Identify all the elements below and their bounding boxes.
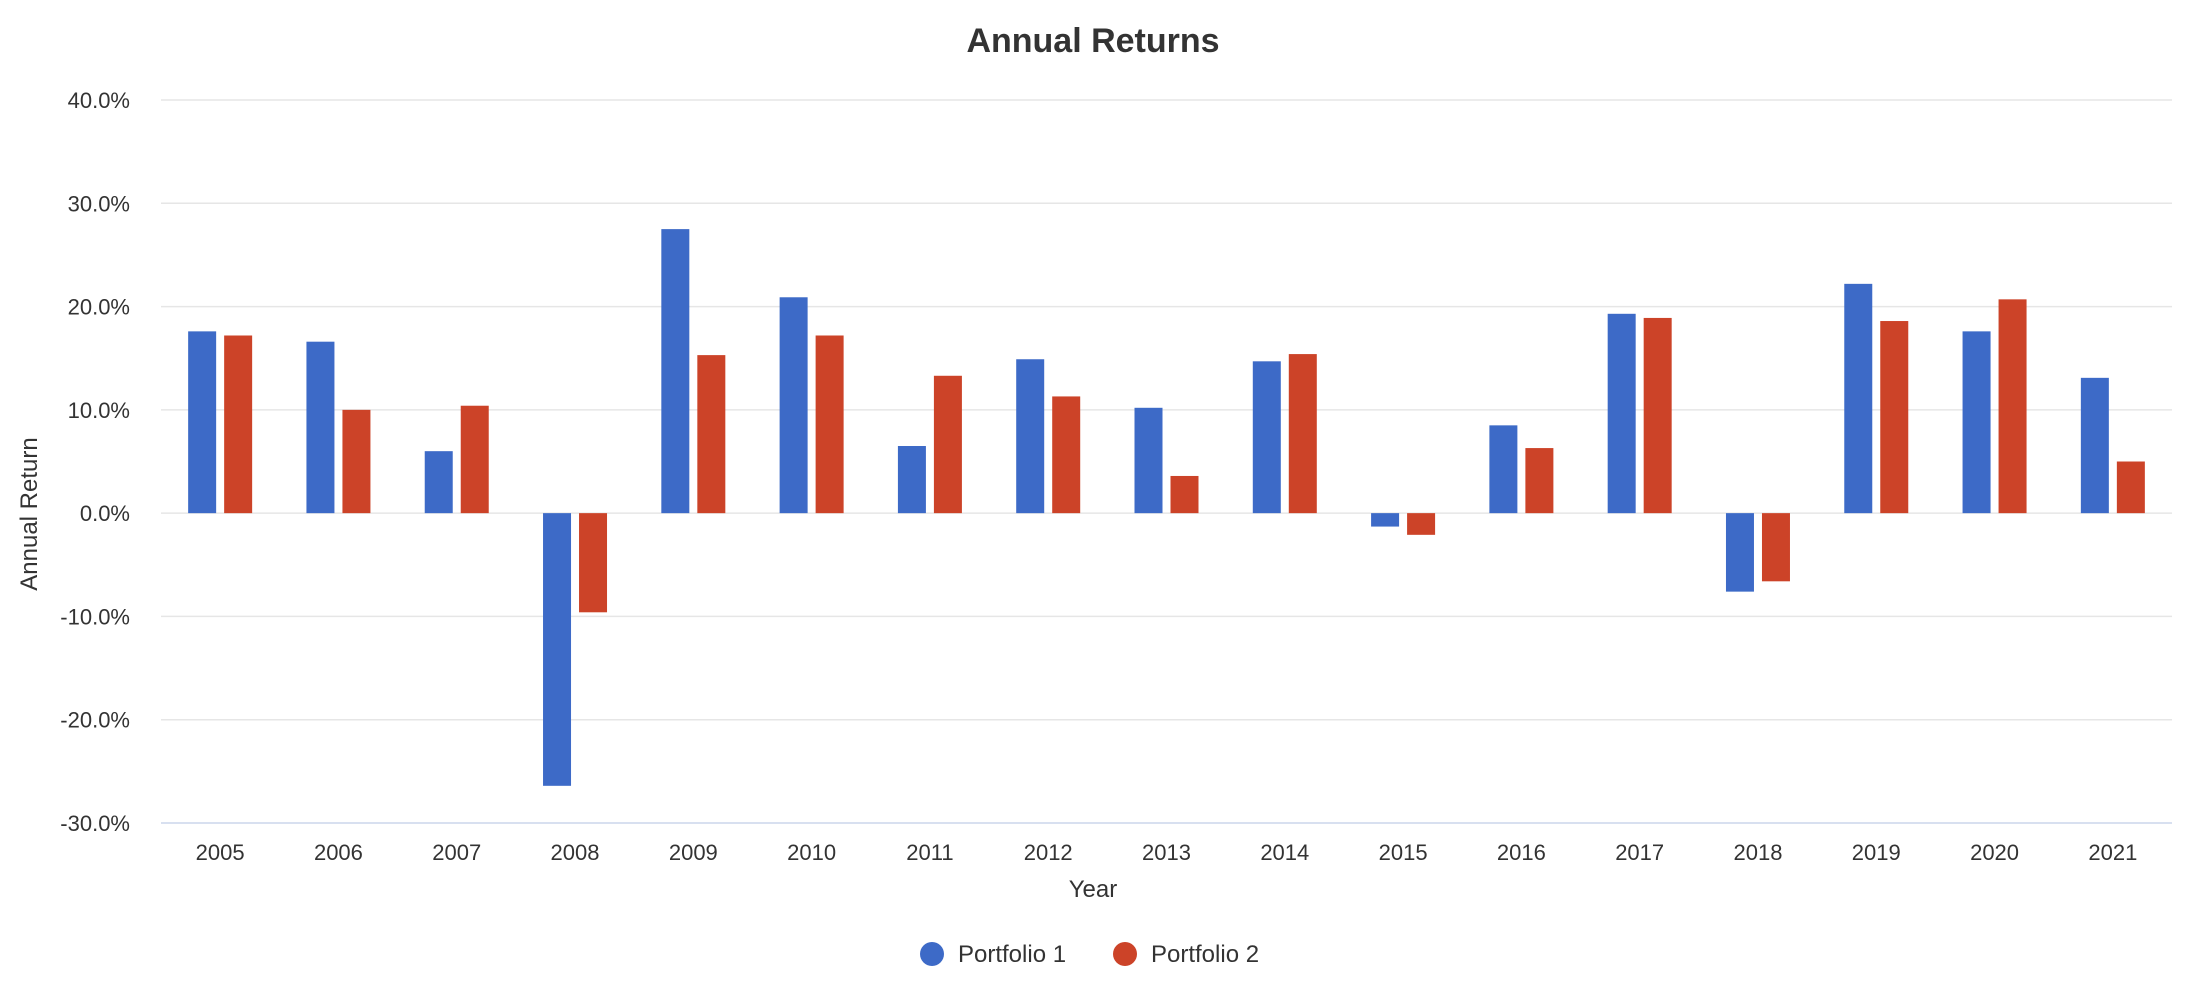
legend-marker-icon — [920, 942, 944, 966]
x-tick-label: 2005 — [196, 840, 245, 865]
bar-series-1 — [661, 229, 690, 514]
bar-series-1 — [1962, 331, 1991, 514]
legend: Portfolio 1 Portfolio 2 — [920, 941, 1259, 968]
bar-series-2 — [933, 375, 962, 514]
bar-series-2 — [1998, 299, 2027, 514]
bar-series-2 — [815, 335, 844, 514]
y-tick-label: 0.0% — [80, 501, 130, 526]
bar-series-2 — [224, 335, 253, 514]
bar-series-2 — [1761, 513, 1790, 582]
bar-series-1 — [1371, 513, 1400, 527]
bar-series-2 — [1880, 321, 1909, 514]
legend-label[interactable]: Portfolio 2 — [1151, 941, 1259, 968]
x-tick-label: 2020 — [1970, 840, 2019, 865]
bar-series-1 — [543, 513, 572, 786]
x-tick-label: 2021 — [2088, 840, 2137, 865]
bar-series-1 — [424, 451, 453, 514]
legend-marker-icon — [1113, 942, 1137, 966]
bar-series-1 — [1725, 513, 1754, 592]
y-tick-label: -20.0% — [60, 708, 130, 733]
x-tick-label: 2008 — [551, 840, 600, 865]
x-tick-label: 2009 — [669, 840, 718, 865]
bar-series-2 — [2116, 461, 2145, 514]
bar-series-1 — [1844, 283, 1873, 514]
bar-series-2 — [1525, 448, 1554, 514]
bar-series-1 — [1489, 425, 1518, 514]
bar-series-2 — [1288, 354, 1317, 514]
bar-series-1 — [2080, 377, 2109, 514]
x-tick-label: 2019 — [1852, 840, 1901, 865]
x-tick-label: 2018 — [1733, 840, 1782, 865]
bar-series-2 — [460, 405, 489, 514]
chart-title: Annual Returns — [966, 22, 1219, 60]
y-tick-label: 20.0% — [68, 295, 130, 320]
bar-series-2 — [1407, 513, 1436, 535]
bar-series-1 — [1016, 359, 1045, 514]
legend-label[interactable]: Portfolio 1 — [958, 941, 1066, 968]
y-axis-ticks: 40.0% 30.0% 20.0% 10.0% 0.0% -10.0% -20.0% -30.… — [60, 88, 130, 836]
x-tick-label: 2012 — [1024, 840, 1073, 865]
x-axis-ticks: 2005 2006 2007 2008 2009 2010 2011 2012 2013 2014… — [196, 840, 2138, 865]
x-tick-label: 2007 — [432, 840, 481, 865]
bar-series-1 — [1134, 407, 1163, 514]
y-tick-label: 40.0% — [68, 88, 130, 113]
bar-series-1 — [1252, 361, 1281, 514]
bar-series-2 — [342, 409, 371, 514]
x-tick-label: 2016 — [1497, 840, 1546, 865]
x-tick-label: 2013 — [1142, 840, 1191, 865]
y-tick-label: 10.0% — [68, 398, 130, 423]
x-tick-label: 2014 — [1260, 840, 1309, 865]
bar-series-1 — [306, 341, 335, 514]
y-tick-label: -10.0% — [60, 604, 130, 629]
y-axis-label: Annual Return — [16, 437, 43, 590]
bar-series-1 — [779, 297, 808, 514]
x-tick-label: 2011 — [906, 840, 953, 865]
bar-series-2 — [1052, 396, 1081, 514]
bar-series-1 — [1607, 313, 1636, 514]
y-tick-label: 30.0% — [68, 191, 130, 216]
x-axis-label: Year — [1069, 876, 1118, 903]
bars — [188, 229, 2145, 786]
bar-series-1 — [897, 446, 926, 514]
x-tick-label: 2006 — [314, 840, 363, 865]
bar-series-2 — [1643, 317, 1672, 514]
bar-series-2 — [579, 513, 608, 613]
y-tick-label: -30.0% — [60, 811, 130, 836]
x-tick-label: 2010 — [787, 840, 836, 865]
x-tick-label: 2017 — [1615, 840, 1664, 865]
bar-series-2 — [1170, 475, 1199, 514]
gridlines — [161, 99, 2172, 824]
bar-series-1 — [188, 331, 217, 514]
bar-series-2 — [697, 355, 726, 514]
x-tick-label: 2015 — [1379, 840, 1428, 865]
